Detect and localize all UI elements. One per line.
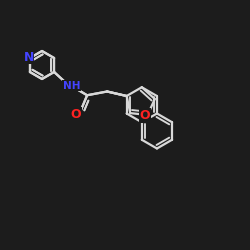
Text: O: O	[71, 108, 82, 121]
Text: O: O	[71, 108, 82, 121]
Text: N: N	[24, 51, 34, 64]
Text: N: N	[24, 51, 34, 64]
Text: NH: NH	[63, 80, 80, 90]
Text: O: O	[140, 109, 150, 122]
Text: NH: NH	[63, 80, 80, 90]
